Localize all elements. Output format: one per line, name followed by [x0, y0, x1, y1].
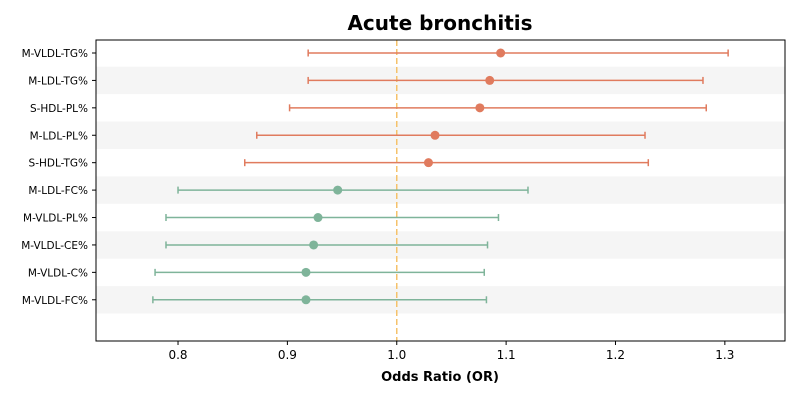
y-tick-label: M-VLDL-TG% [22, 48, 88, 60]
or-point [301, 295, 311, 305]
or-point [309, 240, 319, 250]
y-tick-label: M-VLDL-C% [28, 267, 88, 279]
x-axis-label: Odds Ratio (OR) [381, 370, 499, 385]
y-tick-label: S-HDL-PL% [30, 103, 88, 115]
y-tick-label: M-LDL-PL% [30, 130, 88, 142]
y-tick-label: M-VLDL-FC% [22, 295, 88, 307]
or-point [333, 185, 343, 195]
or-point [430, 130, 440, 140]
x-tick-label: 1.0 [387, 348, 406, 362]
x-tick-label: 1.3 [715, 348, 734, 362]
or-point [485, 75, 495, 85]
y-tick-label: M-VLDL-PL% [23, 213, 88, 225]
x-tick-label: 1.2 [606, 348, 625, 362]
or-point [475, 103, 485, 113]
y-tick-label: M-VLDL-CE% [21, 240, 88, 252]
chart-title: Acute bronchitis [347, 11, 532, 35]
or-point [313, 213, 323, 223]
or-point [423, 158, 433, 168]
or-point [496, 48, 506, 58]
y-tick-label: M-LDL-FC% [28, 185, 88, 197]
y-axis-labels: M-VLDL-TG% M-LDL-TG% S-HDL-PL% M-LDL-PL% S-H… [21, 48, 96, 307]
y-tick-label: M-LDL-TG% [28, 75, 88, 87]
y-tick-label: S-HDL-TG% [29, 158, 88, 170]
x-axis: 0.8 0.9 1.0 1.1 1.2 1.3 [168, 341, 734, 362]
data-marks [152, 48, 729, 305]
x-tick-label: 0.8 [168, 348, 187, 362]
or-point [301, 267, 311, 277]
x-tick-label: 0.9 [278, 348, 297, 362]
x-tick-label: 1.1 [497, 348, 516, 362]
